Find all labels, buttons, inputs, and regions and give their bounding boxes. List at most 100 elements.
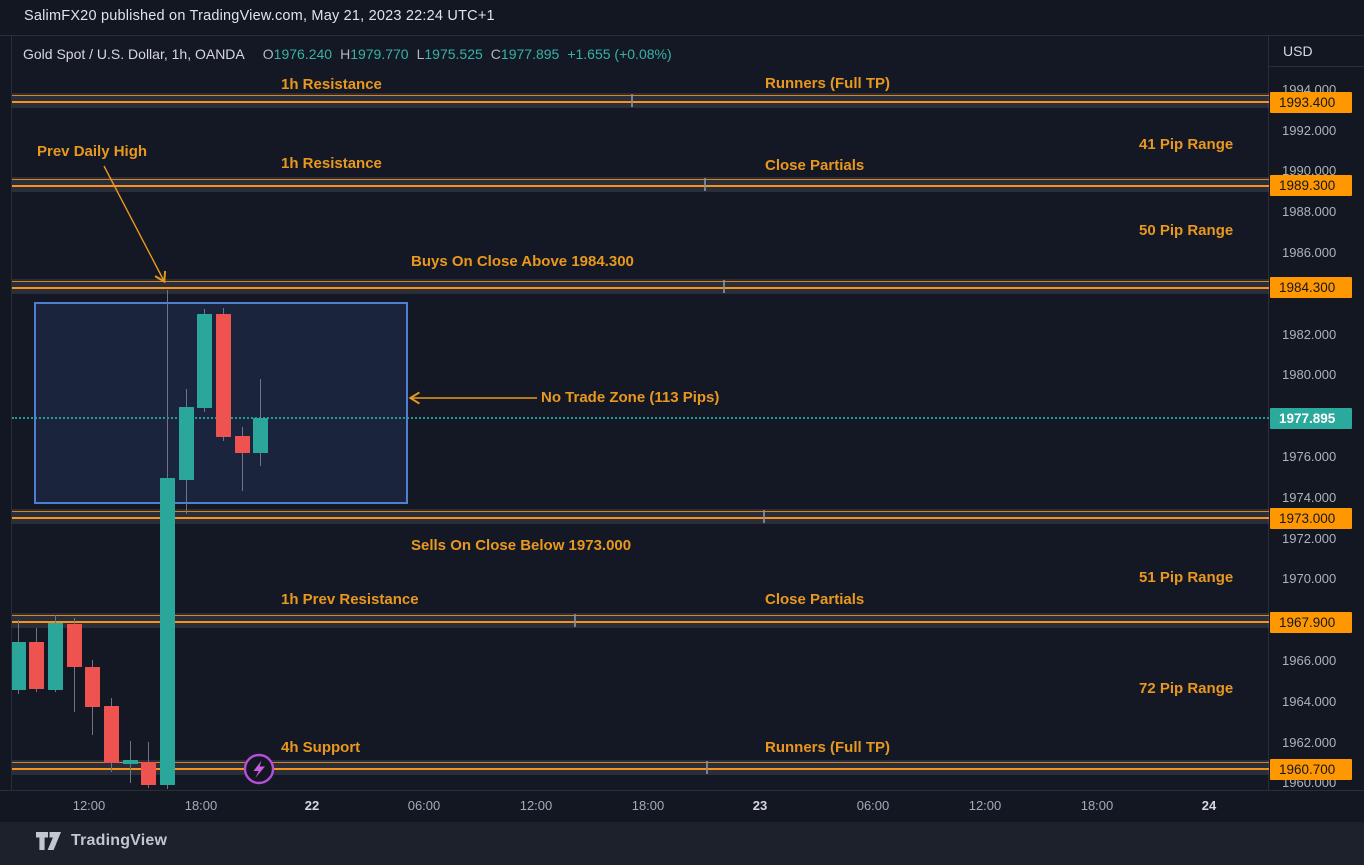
- price-level-band[interactable]: [12, 613, 1269, 629]
- time-label: 06:00: [856, 798, 890, 813]
- annotation-label[interactable]: 51 Pip Range: [1139, 569, 1234, 586]
- candle-body: [178, 406, 194, 480]
- level-line-thin: [12, 178, 1269, 180]
- level-line: [12, 768, 1269, 771]
- ohlc-value: 1975.525: [424, 46, 483, 62]
- attribution-text: SalimFX20 published on TradingView.com, …: [24, 8, 495, 24]
- level-axis-label: 1973.000: [1270, 507, 1352, 529]
- price-tick: 1970.000: [1282, 571, 1337, 587]
- candle-body: [66, 624, 82, 668]
- candle-body: [12, 641, 26, 690]
- candle-body: [197, 313, 213, 408]
- price-level-band[interactable]: [12, 509, 1269, 525]
- candle-body: [253, 418, 269, 453]
- ohlc-value: 1976.240: [273, 46, 333, 62]
- symbol-title: Gold Spot / U.S. Dollar, 1h, OANDA: [23, 46, 245, 62]
- price-tick: 1962.000: [1282, 734, 1337, 750]
- annotation-label[interactable]: Close Partials: [765, 157, 865, 174]
- level-anchor-notch: [763, 510, 765, 524]
- candle-body: [103, 706, 119, 763]
- ohlc-value: 1979.770: [350, 46, 409, 62]
- symbol-legend: Gold Spot / U.S. Dollar, 1h, OANDA O1976.…: [23, 46, 672, 62]
- level-line-thin: [12, 762, 1269, 764]
- annotation-label[interactable]: Close Partials: [765, 591, 865, 608]
- price-tick: 1988.000: [1282, 204, 1337, 220]
- level-line: [12, 286, 1269, 289]
- time-label: 18:00: [631, 798, 665, 813]
- price-tick: 1966.000: [1282, 652, 1337, 668]
- time-label: 12:00: [519, 798, 553, 813]
- price-tick: 1992.000: [1282, 122, 1337, 138]
- candle-body: [85, 667, 101, 708]
- level-line-thin: [12, 511, 1269, 513]
- price-level-band[interactable]: [12, 93, 1269, 108]
- price-tick: 1972.000: [1282, 530, 1337, 546]
- time-label: 24: [1201, 798, 1217, 813]
- annotation-label[interactable]: Buys On Close Above 1984.300: [411, 253, 634, 270]
- level-anchor-notch: [704, 177, 706, 191]
- level-axis-label: 1989.300: [1270, 175, 1352, 197]
- annotation-label[interactable]: 4h Support: [281, 739, 361, 756]
- time-label: 18:00: [184, 798, 218, 813]
- time-label: 12:00: [72, 798, 106, 813]
- chart-pane[interactable]: Gold Spot / U.S. Dollar, 1h, OANDA O1976.…: [11, 36, 1269, 790]
- annotation-label[interactable]: Runners (Full TP): [765, 75, 890, 92]
- level-axis-label: 1984.300: [1270, 277, 1352, 299]
- level-line: [12, 101, 1269, 103]
- annotation-label[interactable]: 41 Pip Range: [1139, 136, 1234, 153]
- price-level-band[interactable]: [12, 278, 1269, 294]
- lightning-marker-icon[interactable]: [241, 751, 277, 787]
- time-label: 12:00: [968, 798, 1002, 813]
- candle-body: [141, 762, 157, 786]
- brand-bar: TradingView: [0, 822, 1364, 865]
- annotation-label[interactable]: 1h Resistance: [281, 76, 382, 93]
- brand-name: TradingView: [71, 832, 168, 849]
- level-axis-label: 1960.700: [1270, 758, 1352, 780]
- annotation-label[interactable]: 72 Pip Range: [1139, 680, 1234, 697]
- ohlc-key: O: [262, 46, 274, 62]
- level-anchor-notch: [574, 614, 576, 628]
- annotation-label[interactable]: Prev Daily High: [37, 143, 148, 160]
- price-tick: 1974.000: [1282, 489, 1337, 505]
- candle-wick: [241, 426, 243, 492]
- time-label: 18:00: [1080, 798, 1114, 813]
- time-label: 06:00: [407, 798, 441, 813]
- ohlc-values: O1976.240 H1979.770 L1975.525 C1977.895: [255, 46, 560, 62]
- level-line-thin: [12, 280, 1269, 282]
- price-tick: 1990.000: [1282, 163, 1337, 179]
- level-axis-label: 1967.900: [1270, 611, 1352, 633]
- tradingview-logo[interactable]: TradingView: [36, 831, 167, 851]
- price-level-band[interactable]: [12, 176, 1269, 192]
- price-tick: 1976.000: [1282, 448, 1337, 464]
- annotation-label[interactable]: No Trade Zone (113 Pips): [541, 389, 720, 406]
- candle-body: [122, 760, 138, 765]
- level-line: [12, 184, 1269, 187]
- annotation-label[interactable]: 50 Pip Range: [1139, 222, 1234, 239]
- price-tick: 1980.000: [1282, 367, 1337, 383]
- time-axis[interactable]: 12:00 18:00 22 06:00 12:00 18:00 23 06:00 12:00 1…: [0, 790, 1364, 823]
- level-anchor-notch: [706, 761, 708, 775]
- annotation-label[interactable]: 1h Prev Resistance: [281, 591, 419, 608]
- price-axis[interactable]: USD 1993.400 1989.300 1984.300 1973.000 1967…: [1268, 36, 1364, 822]
- annotation-label[interactable]: Sells On Close Below 1973.000: [411, 537, 632, 554]
- axis-separator: [1269, 66, 1364, 67]
- ohlc-key: H: [340, 46, 351, 62]
- price-tick: 1986.000: [1282, 244, 1337, 260]
- level-line: [12, 517, 1269, 520]
- ohlc-value: 1977.895: [500, 46, 560, 62]
- current-price-line: [12, 417, 1269, 420]
- tradingview-logo-icon: [36, 832, 61, 850]
- time-label: 23: [752, 798, 768, 813]
- annotation-label[interactable]: Runners (Full TP): [765, 739, 890, 756]
- ohlc-key: L: [416, 46, 425, 62]
- level-line-thin: [12, 95, 1269, 96]
- level-anchor-notch: [723, 279, 725, 293]
- level-line-thin: [12, 615, 1269, 617]
- price-level-band[interactable]: [12, 760, 1269, 776]
- current-price-label: 1977.895: [1270, 407, 1352, 429]
- annotation-label[interactable]: 1h Resistance: [281, 155, 382, 172]
- candle-body: [216, 313, 232, 437]
- candle-body: [29, 641, 45, 689]
- candle-body: [47, 623, 63, 690]
